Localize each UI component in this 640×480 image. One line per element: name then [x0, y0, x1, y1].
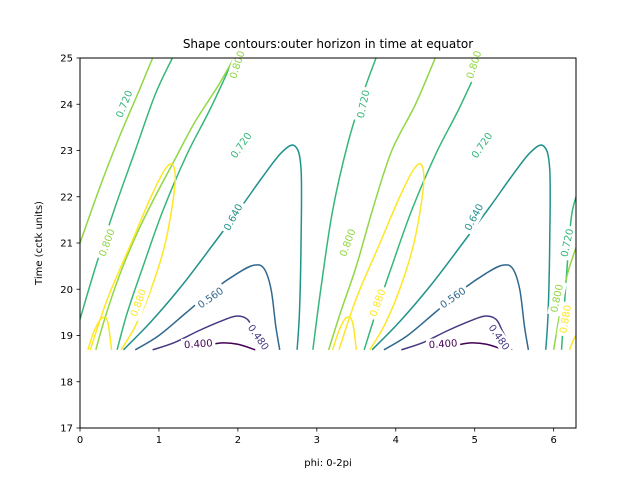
contour-label-bg: [193, 283, 229, 314]
contour-label-bg: [336, 224, 360, 262]
contour-label-bg: [467, 127, 498, 164]
contour-label-bg: [557, 224, 578, 261]
contour-label-text: 0.880: [558, 304, 574, 334]
y-tick-label: 21: [60, 239, 73, 250]
contour-line-0_48-3: [401, 315, 513, 351]
chart-title: Shape contours:outer horizon in time at …: [183, 37, 473, 51]
contour-line-0_8-14: [95, 58, 235, 351]
y-tick-label: 17: [60, 424, 73, 435]
contour-label-bg: [556, 301, 576, 338]
contour-label-bg: [112, 85, 137, 123]
contour-label-bg: [180, 336, 216, 352]
contour-line-0_8-13: [80, 58, 154, 244]
y-axis-label: Time (cctk units): [34, 201, 45, 286]
contour-label-bg: [126, 284, 151, 322]
x-axis-label: phi: 0-2pi: [304, 458, 351, 469]
contour-label-20: 0.880: [556, 301, 576, 338]
contour-label-bg: [366, 284, 390, 322]
contour-label-bg: [460, 199, 488, 236]
contour-label-bg: [219, 199, 248, 236]
contour-label-12: 0.720: [557, 224, 578, 261]
y-tick-label: 18: [60, 377, 73, 388]
contour-label-0: 0.400: [180, 336, 216, 352]
contour-label-text: 0.400: [428, 338, 457, 351]
y-tick-label: 22: [60, 192, 73, 203]
contour-label-bg: [353, 86, 374, 123]
contour-label-bg: [547, 280, 568, 317]
contour-label-1: 0.400: [425, 336, 461, 352]
contour-label-bg: [242, 319, 274, 356]
contour-label-bg: [435, 283, 471, 314]
contour-line-0_72-9: [116, 58, 235, 351]
x-tick-label: 1: [156, 435, 162, 446]
contour-line-0_8-15: [327, 58, 436, 351]
contour-line-0_92-21: [568, 335, 576, 351]
contour-label-11: 0.720: [353, 86, 374, 123]
contour-label-bg: [462, 46, 486, 83]
x-tick-label: 3: [314, 435, 320, 446]
y-tick-label: 20: [60, 285, 73, 296]
contour-label-bg: [425, 336, 461, 352]
x-tick-label: 6: [550, 435, 556, 446]
contour-line-0_72-8: [80, 58, 174, 320]
contour-label-bg: [483, 319, 514, 356]
contour-line-0_88-17: [89, 162, 177, 351]
x-tick-label: 2: [235, 435, 241, 446]
x-tick-label: 0: [77, 435, 83, 446]
y-tick-label: 19: [60, 331, 73, 342]
contour-line-0_88-18: [338, 162, 425, 351]
contour-line-0_64-6: [122, 144, 303, 351]
x-tick-label: 4: [393, 435, 399, 446]
y-tick-label: 25: [60, 54, 73, 65]
y-tick-label: 23: [60, 146, 73, 157]
x-tick-label: 5: [472, 435, 478, 446]
y-tick-label: 24: [60, 100, 73, 111]
contour-line-0_56-4: [134, 264, 281, 351]
contour-line-0_92-19: [87, 316, 113, 351]
contour-line-0_92-20: [331, 316, 358, 351]
contour-label-bg: [226, 127, 257, 164]
contour-label-text: 0.400: [184, 338, 213, 351]
contour-line-0_64-7: [371, 144, 551, 351]
contour-line-0_56-5: [383, 264, 530, 351]
contour-label-bg: [95, 224, 120, 262]
contour-label-bg: [225, 46, 249, 83]
